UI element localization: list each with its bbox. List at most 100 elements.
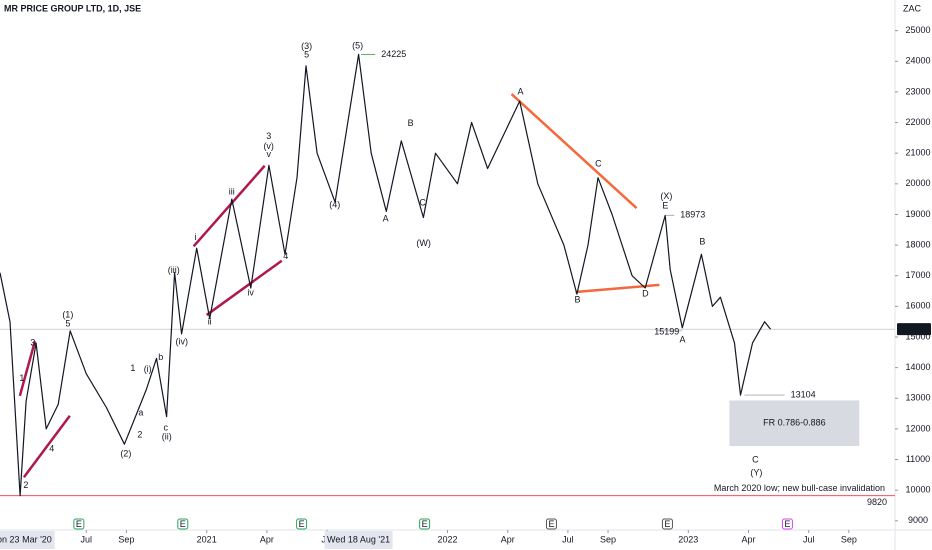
x-tick-label: Jul xyxy=(81,534,93,544)
wave-label: 1 xyxy=(19,373,24,383)
trendline xyxy=(205,259,283,316)
wave-label: (1) xyxy=(62,310,73,320)
earnings-icon xyxy=(73,518,85,530)
y-tick-label: 12000 xyxy=(905,423,930,433)
wave-label: C xyxy=(419,197,426,207)
wave-label: iii xyxy=(229,186,235,196)
y-tick-label: 20000 xyxy=(905,178,930,188)
wave-label: A xyxy=(383,214,389,224)
y-tick-label: 22000 xyxy=(905,117,930,127)
earnings-icon xyxy=(545,518,557,530)
wave-label: 2 xyxy=(23,480,28,490)
x-tick-label: Sep xyxy=(118,534,134,544)
wave-label: b xyxy=(158,352,163,362)
wave-label: (iv) xyxy=(176,337,189,347)
x-tick-label: Apr xyxy=(501,534,515,544)
wave-label: c xyxy=(164,422,169,432)
earnings-icon xyxy=(781,518,793,530)
wave-label: (i) xyxy=(144,364,152,374)
x-tick-label: Sep xyxy=(600,534,616,544)
cursor-label-bg xyxy=(324,531,393,549)
y-tick-label: 16000 xyxy=(905,301,930,311)
wave-label: 1 xyxy=(130,363,135,373)
chart-title: MR PRICE GROUP LTD, 1D, JSE xyxy=(4,3,141,13)
wave-label: B xyxy=(699,237,705,247)
level-label: 13104 xyxy=(791,389,816,399)
wave-label: i xyxy=(195,232,197,242)
earnings-icon xyxy=(661,518,673,530)
fib-zone xyxy=(729,400,860,447)
earnings-label: E xyxy=(422,519,428,529)
earnings-label: E xyxy=(76,519,82,529)
wave-label: (v) xyxy=(263,141,274,151)
cursor-label: Wed 18 Aug '21 xyxy=(327,534,390,544)
wave-label: (2) xyxy=(120,449,131,459)
wave-label: A xyxy=(679,335,685,345)
currency: ZAC xyxy=(903,3,922,13)
wave-label: 4 xyxy=(49,443,54,453)
wave-label: (ii) xyxy=(162,432,172,442)
level-note: March 2020 low; new bull-case invalidati… xyxy=(714,483,885,493)
trendline xyxy=(510,93,638,209)
wave-label: A xyxy=(518,87,524,97)
wave-label: iv xyxy=(247,287,254,297)
x-tick-label: 2023 xyxy=(678,534,698,544)
y-tick-label: 15000 xyxy=(905,331,930,341)
wave-label: 3 xyxy=(30,337,35,347)
wave-label: (W) xyxy=(416,238,431,248)
cursor-label-bg xyxy=(0,531,55,549)
earnings-label: E xyxy=(664,519,670,529)
wave-label: (4) xyxy=(329,200,340,210)
x-tick-label: Sep xyxy=(841,534,857,544)
level-label: 9820 xyxy=(867,497,887,507)
wave-label: 5 xyxy=(65,319,70,329)
earnings-label: E xyxy=(784,519,790,529)
fib-zone-label: FR 0.786-0.886 xyxy=(763,418,826,428)
level-label: 24225 xyxy=(381,49,406,59)
wave-label: 2 xyxy=(137,429,142,439)
wave-label: C xyxy=(595,158,602,168)
earnings-label: E xyxy=(299,519,305,529)
wave-label: ii xyxy=(208,317,212,327)
level-label: 18973 xyxy=(680,210,705,220)
wave-label: D xyxy=(642,288,649,298)
wave-label: v xyxy=(266,149,271,159)
earnings-icon xyxy=(296,518,308,530)
wave-label: (X) xyxy=(660,191,672,201)
y-tick-label: 24000 xyxy=(905,56,930,66)
y-tick-label: 10000 xyxy=(905,485,930,495)
trendline xyxy=(18,340,37,397)
y-tick-label: 25000 xyxy=(905,25,930,35)
y-tick-label: 18000 xyxy=(905,239,930,249)
earnings-icon xyxy=(177,518,189,530)
x-tick-label: Apr xyxy=(742,534,756,544)
level-label: 15199 xyxy=(654,326,679,336)
y-tick-label: 23000 xyxy=(905,86,930,96)
y-tick-label: 19000 xyxy=(905,209,930,219)
y-tick-label: 14000 xyxy=(905,362,930,372)
wave-label: 3 xyxy=(266,131,271,141)
y-tick-label: 9000 xyxy=(908,515,928,525)
x-tick-label: 2022 xyxy=(437,534,457,544)
last-price-tag xyxy=(897,323,931,336)
trendline xyxy=(192,164,266,248)
x-tick-label: Jul xyxy=(562,534,574,544)
x-tick-label: Apr xyxy=(260,534,274,544)
earnings-label: E xyxy=(180,519,186,529)
wave-label: (3) xyxy=(301,41,312,51)
wave-label: E xyxy=(662,201,668,211)
y-tick-label: 13000 xyxy=(905,393,930,403)
wave-label: (Y) xyxy=(750,468,762,478)
cursor-label: Mon 23 Mar '20 xyxy=(0,534,52,544)
wave-label: (iii) xyxy=(168,265,180,275)
last-price-label: 15255 xyxy=(901,324,926,334)
y-tick-label: 21000 xyxy=(905,148,930,158)
wave-label: C xyxy=(752,455,759,465)
wave-label: a xyxy=(138,407,143,417)
x-tick-label: Jul xyxy=(803,534,815,544)
earnings-label: E xyxy=(548,519,554,529)
price-line xyxy=(0,53,772,497)
wave-label: B xyxy=(575,294,581,304)
